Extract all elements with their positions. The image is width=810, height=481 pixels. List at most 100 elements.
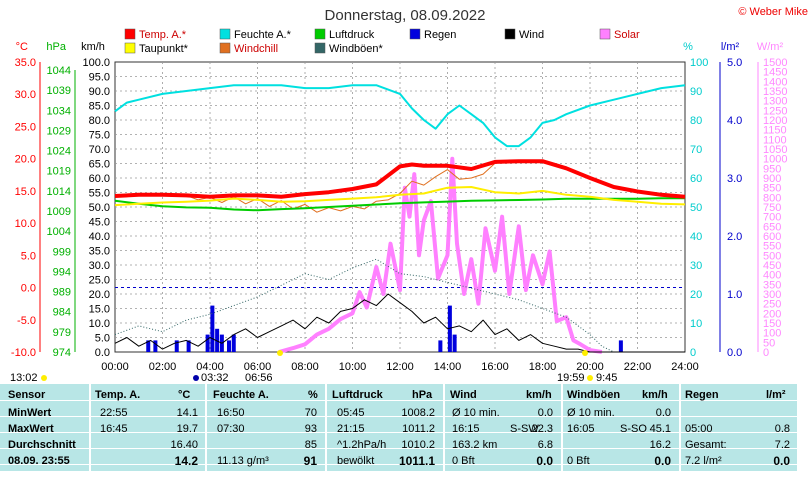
table-cell: 16:05	[567, 423, 595, 435]
row-separator	[0, 448, 797, 449]
wind-tick-label: 90.0	[89, 86, 110, 98]
solar-tick-label: 850	[763, 183, 781, 195]
table-cell: 0.0	[537, 407, 553, 419]
rain-bar	[438, 340, 443, 352]
legend-label: Wind	[519, 29, 544, 41]
temp-tick-label: 35.0	[15, 57, 36, 69]
pressure-tick-label: 1004	[47, 226, 71, 238]
solar-tick-label: 400	[763, 270, 781, 282]
rain-tick-label: 3.0	[727, 173, 742, 185]
x-tick-label: 24:00	[671, 361, 699, 373]
column-separator	[679, 384, 681, 471]
wind-tick-label: 35.0	[89, 246, 110, 258]
pressure-tick-label: 1039	[47, 85, 71, 97]
rain-tick-label: 5.0	[727, 57, 742, 69]
table-cell: 85	[304, 439, 317, 451]
x-tick-label: 10:00	[339, 361, 367, 373]
table-cell: 0.0	[773, 454, 790, 468]
temp-tick-label: -5.0	[17, 315, 36, 327]
taupunkt-line	[114, 186, 686, 207]
moonrise-label: 03:32	[201, 372, 229, 384]
table-cell: 16.2	[649, 439, 671, 451]
table-cell: 93	[304, 423, 317, 435]
row-separator	[0, 432, 797, 433]
legend-swatch	[219, 42, 231, 54]
plot-area	[114, 84, 686, 354]
sun-icon	[587, 375, 593, 381]
table-header-cell: Feuchte A.	[213, 389, 269, 401]
solar-tick-label: 1050	[763, 144, 787, 156]
legend-label: Luftdruck	[329, 29, 375, 41]
table-header-cell: Regen	[685, 389, 719, 401]
luftdruckline	[114, 197, 685, 212]
table-cell: 22:55	[100, 407, 128, 419]
rain-bar	[447, 305, 452, 352]
table-cell: Ø 10 min.	[567, 407, 615, 419]
table-cell	[730, 405, 790, 421]
x-tick-label: 18:00	[529, 361, 557, 373]
legend-swatch	[504, 28, 516, 40]
table-cell: 0.0	[655, 407, 671, 419]
wind-tick-label: 50.0	[89, 202, 110, 214]
wind-tick-label: 30.0	[89, 260, 110, 272]
rain-bar	[205, 334, 210, 352]
daylength-label: 13:02	[10, 372, 38, 384]
wind-tick-label: 75.0	[89, 130, 110, 142]
sunrise-icon	[277, 350, 283, 356]
solar-tick-label: 600	[763, 231, 781, 243]
table-row-label: 08.09. 23:55	[8, 455, 70, 467]
feuchte-a-line	[114, 84, 686, 148]
sunset-icon	[582, 350, 588, 356]
table-cell: 91	[303, 454, 317, 468]
table-row-label: MinWert	[8, 407, 52, 419]
pressure-tick-label: 1044	[47, 65, 71, 77]
temp-tick-label: 0.0	[21, 283, 36, 295]
legend-label: Taupunkt*	[139, 43, 189, 55]
rain-bar	[186, 340, 191, 352]
wind-tick-label: 80.0	[89, 115, 110, 127]
solar-tick-label: 900	[763, 173, 781, 185]
table-cell: 14.1	[176, 407, 198, 419]
pressure-tick-label: 1029	[47, 125, 71, 137]
solar-tick-label: 650	[763, 221, 781, 233]
solar-tick-label: 550	[763, 241, 781, 253]
solar-tick-label: 1500	[763, 57, 787, 69]
table-cell: S-SW	[510, 423, 539, 435]
table-header-cell: l/m²	[766, 389, 786, 401]
humidity-tick-label: 50	[690, 202, 702, 214]
column-separator	[561, 384, 563, 471]
x-tick-label: 12:00	[386, 361, 414, 373]
table-cell: 1011.2	[402, 423, 435, 435]
legend-label: Solar	[614, 29, 640, 41]
rain-bar	[452, 334, 457, 352]
humidity-tick-label: 40	[690, 231, 702, 243]
axes: °C 35.0 30.0 25.0 20.0 15.0 10.0 5.0 0.0 -5.0 -10.…	[11, 41, 788, 373]
pressure-tick-label: 1034	[47, 105, 71, 117]
pressure-tick-label: 984	[53, 307, 71, 319]
table-cell: 07:30	[217, 423, 245, 435]
pressure-tick-label: 979	[53, 327, 71, 339]
humidity-tick-label: 80	[690, 115, 702, 127]
sunset-label: 19:59	[557, 372, 585, 384]
table-cell: 45.1	[649, 423, 671, 435]
solar-tick-label: 1300	[763, 96, 787, 108]
legend-swatch	[124, 42, 136, 54]
table-cell: 0.0	[536, 454, 553, 468]
table-header-cell: Windböen	[567, 389, 621, 401]
column-separator	[325, 384, 327, 471]
solar-tick-label: 250	[763, 299, 781, 311]
x-tick-label: 02:00	[149, 361, 177, 373]
solar-tick-label: 1450	[763, 67, 787, 79]
wind-tick-label: 60.0	[89, 173, 110, 185]
pressure-tick-label: 1009	[47, 206, 71, 218]
humidity-axis-unit: %	[683, 41, 693, 53]
table-row-label: MaxWert	[8, 423, 54, 435]
humidity-tick-label: 10	[690, 318, 702, 330]
x-tick-label: 20:00	[576, 361, 604, 373]
wind-tick-label: 70.0	[89, 144, 110, 156]
rain-bar	[215, 328, 220, 352]
pressure-tick-label: 999	[53, 246, 71, 258]
table-header-cell: Sensor	[8, 389, 46, 401]
rain-bar	[618, 340, 623, 352]
table-cell: 11.13 g/m³	[217, 455, 269, 467]
